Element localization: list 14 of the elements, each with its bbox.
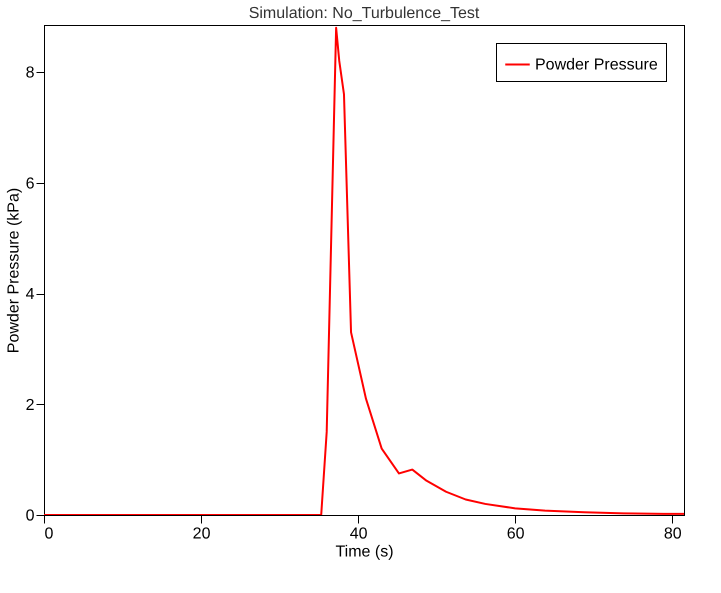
y-tick-label: 6 [26, 175, 35, 192]
y-tick-label: 2 [26, 396, 35, 414]
y-tick-label: 4 [26, 286, 35, 304]
legend-label: Powder Pressure [535, 56, 658, 74]
x-tick-label: 20 [192, 526, 211, 542]
chart-title: Simulation: No_Turbulence_Test [248, 5, 480, 22]
y-axis-title: Powder Pressure (kPa) [6, 188, 23, 354]
x-tick-label: 0 [44, 526, 54, 542]
x-tick-label: 60 [506, 526, 525, 542]
y-tick-label: 8 [26, 64, 35, 82]
y-tick-label: 0 [26, 508, 35, 524]
x-tick-label: 80 [664, 526, 682, 542]
x-axis-title: Time (s) [335, 544, 394, 560]
x-tick-label: 40 [350, 526, 368, 542]
